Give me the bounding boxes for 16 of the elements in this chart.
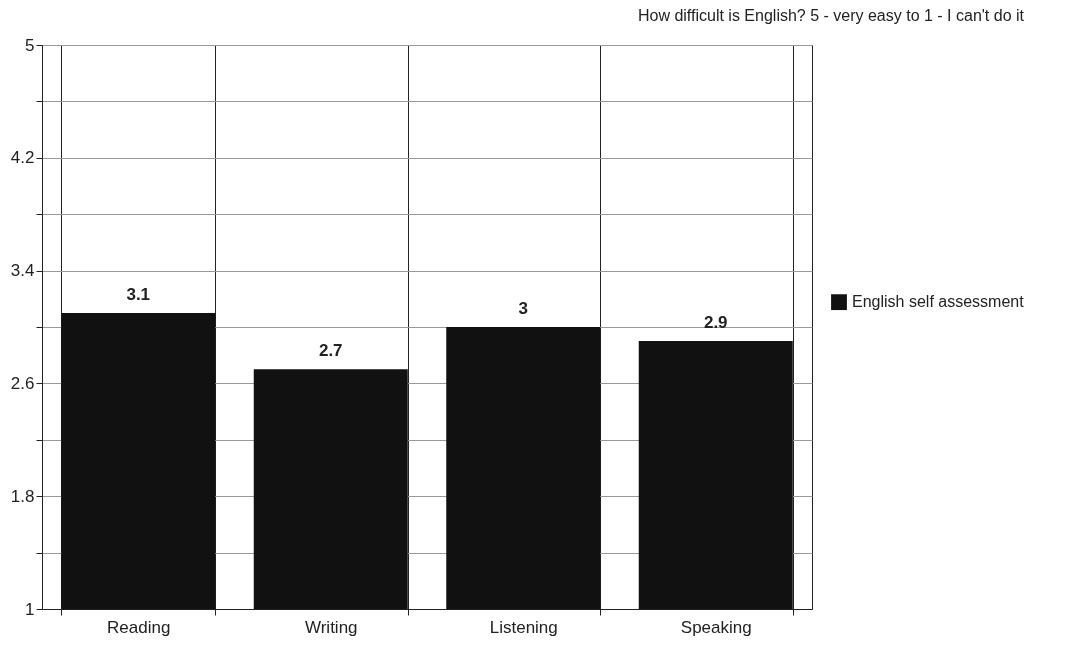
- legend-label: English self assessment: [852, 293, 1025, 311]
- y-tick-label: 2.6: [10, 373, 35, 393]
- data-label: 3.1: [126, 284, 151, 304]
- data-label: 2.7: [318, 341, 343, 361]
- y-tick-label: 1: [25, 599, 35, 619]
- data-label: 3: [518, 299, 528, 318]
- data-label: 2.9: [703, 313, 728, 333]
- chart-title: How difficult is English? 5 - very easy to 1 - I can't do it: [637, 7, 1025, 24]
- y-tick-label: 3.4: [10, 261, 35, 281]
- x-tick-label: Writing: [304, 617, 358, 637]
- x-tick-label: Listening: [489, 617, 558, 637]
- y-tick-label: 5: [25, 35, 35, 55]
- x-tick-label: Reading: [107, 617, 171, 637]
- y-tick-label: 1.8: [10, 486, 35, 506]
- x-tick-label: Speaking: [680, 617, 752, 637]
- y-tick-label: 4.2: [10, 148, 35, 168]
